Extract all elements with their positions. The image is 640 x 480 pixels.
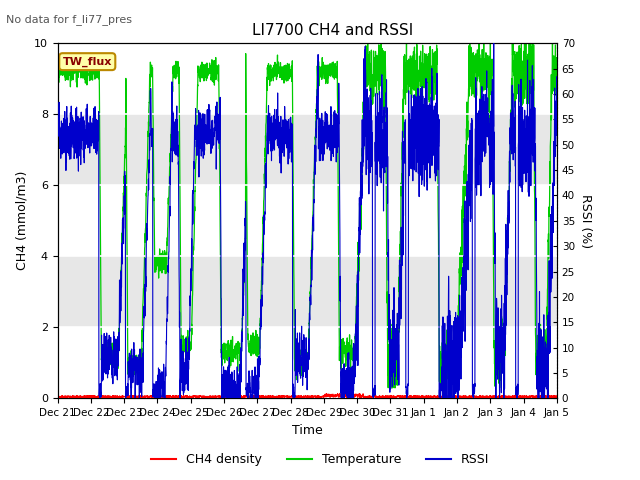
Text: TW_flux: TW_flux xyxy=(63,57,112,67)
Y-axis label: CH4 (mmol/m3): CH4 (mmol/m3) xyxy=(15,171,28,271)
X-axis label: Time: Time xyxy=(292,424,323,437)
Bar xyxy=(58,114,557,185)
Title: LI7700 CH4 and RSSI: LI7700 CH4 and RSSI xyxy=(252,23,413,38)
Text: No data for f_li77_pres: No data for f_li77_pres xyxy=(6,14,132,25)
Legend: CH4 density, Temperature, RSSI: CH4 density, Temperature, RSSI xyxy=(146,448,494,471)
Y-axis label: RSSI (%): RSSI (%) xyxy=(579,194,591,248)
Bar xyxy=(58,256,557,327)
